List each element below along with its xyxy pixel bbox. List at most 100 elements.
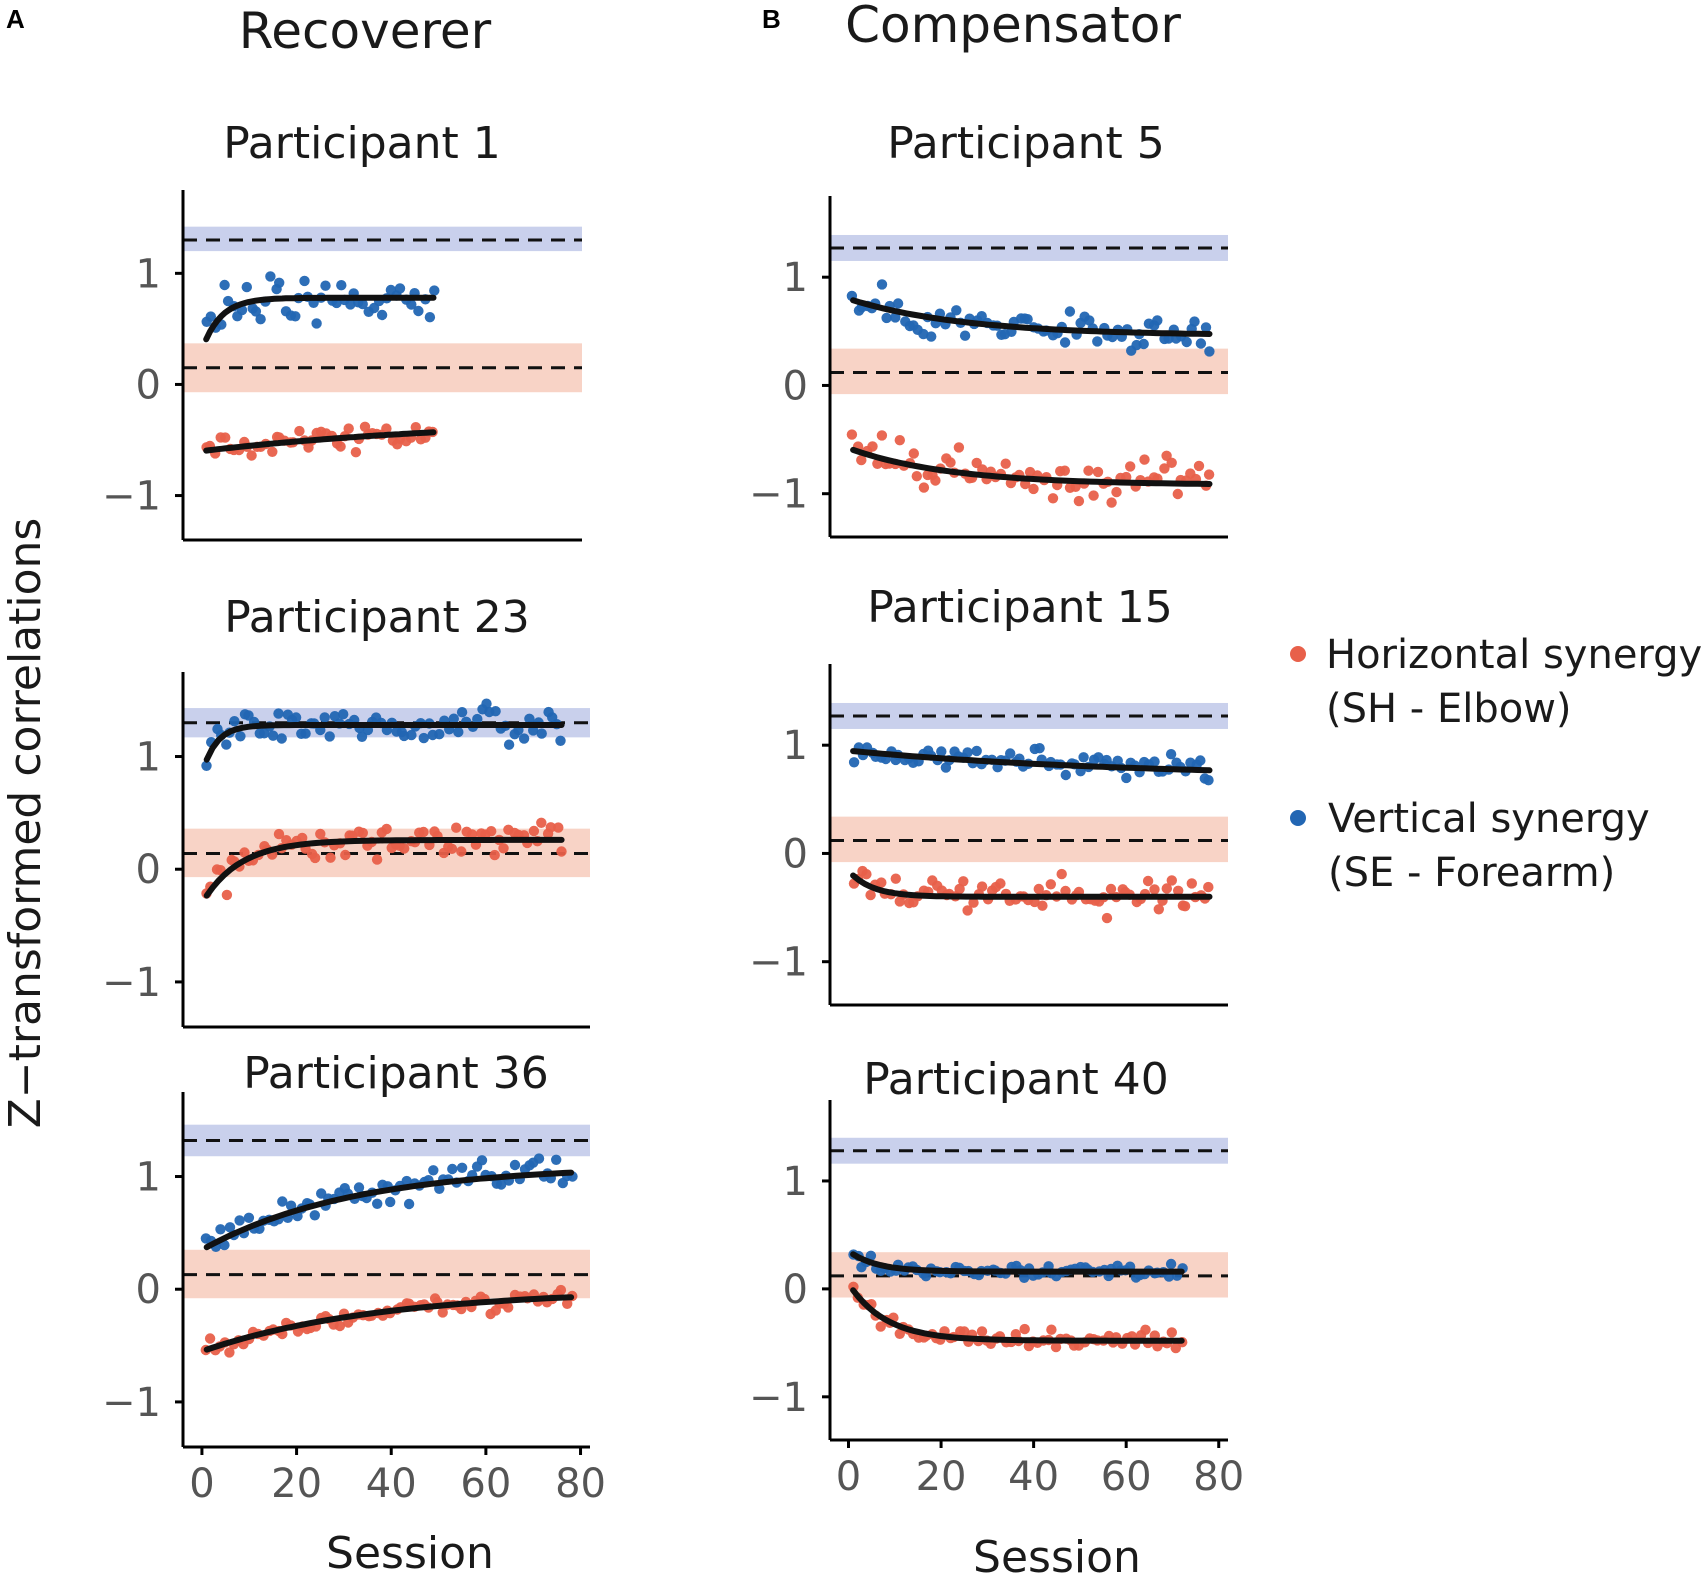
horizontal-synergy-point bbox=[1073, 495, 1085, 507]
horizontal-synergy-point bbox=[555, 1284, 567, 1296]
horizontal-synergy-point bbox=[381, 823, 392, 835]
vertical-synergy-point bbox=[201, 760, 212, 771]
vertical-synergy-point bbox=[324, 731, 335, 742]
panel-p15: Participant 15 −1 0 1 bbox=[749, 582, 1228, 1007]
vertical-synergy-point bbox=[309, 1210, 320, 1221]
horizontal-fit-curve bbox=[203, 429, 437, 454]
x-tick-label: 40 bbox=[1008, 1454, 1059, 1500]
vertical-synergy-point bbox=[300, 728, 311, 739]
panel-title-p23: Participant 23 bbox=[224, 592, 530, 643]
horizontal-synergy-point bbox=[239, 847, 250, 858]
horizontal-synergy-point bbox=[1142, 875, 1154, 887]
legend: Horizontal synergy (SH - Elbow) Vertical… bbox=[1290, 632, 1702, 896]
horizontal-synergy-point bbox=[876, 877, 887, 888]
vertical-synergy-point bbox=[403, 1198, 415, 1210]
vertical-synergy-point bbox=[311, 318, 322, 329]
vertical-synergy-point bbox=[448, 713, 459, 724]
vertical-synergy-point bbox=[406, 729, 417, 741]
horizontal-synergy-point bbox=[1159, 463, 1170, 474]
horizontal-synergy-point bbox=[1033, 883, 1045, 895]
horizontal-synergy-point bbox=[1111, 486, 1122, 498]
horizontal-synergy-point bbox=[1173, 885, 1184, 896]
vertical-synergy-point bbox=[456, 707, 468, 718]
y-tick-label: 0 bbox=[783, 363, 808, 409]
x-axis-label-compensator: Session bbox=[973, 1532, 1141, 1576]
horizontal-synergy-point bbox=[1070, 481, 1081, 492]
horizontal-synergy-point bbox=[1045, 879, 1057, 890]
x-tick-label: 60 bbox=[1101, 1454, 1152, 1500]
y-tick-label: −1 bbox=[749, 472, 808, 518]
panel-title-p15: Participant 15 bbox=[867, 582, 1173, 633]
vertical-synergy-point bbox=[1204, 346, 1215, 357]
vertical-synergy-point bbox=[1018, 1272, 1030, 1284]
vertical-synergy-point bbox=[918, 328, 929, 340]
vertical-synergy-point bbox=[229, 716, 240, 727]
y-tick-label: 1 bbox=[783, 1159, 808, 1205]
horizontal-synergy-point bbox=[297, 832, 308, 844]
vertical-synergy-point bbox=[551, 1154, 562, 1166]
horizontal-synergy-point bbox=[246, 450, 257, 461]
vertical-synergy-point bbox=[277, 1196, 288, 1207]
vertical-synergy-point bbox=[299, 275, 310, 287]
panel-p5: Participant 5 −1 0 1 bbox=[749, 118, 1228, 539]
x-tick-label: 80 bbox=[1193, 1454, 1244, 1500]
horizontal-synergy-point bbox=[1028, 483, 1039, 495]
horizontal-synergy-point bbox=[1186, 878, 1198, 889]
legend-horizontal-marker bbox=[1290, 646, 1306, 662]
legend-horizontal-sublabel: (SH - Elbow) bbox=[1326, 686, 1572, 732]
vertical-synergy-point bbox=[1149, 756, 1160, 767]
y-tick-label: −1 bbox=[102, 1380, 161, 1426]
panel-p23: Participant 23 −1 0 1 bbox=[102, 592, 590, 1029]
vertical-synergy-point bbox=[890, 312, 901, 323]
horizontal-synergy-point bbox=[399, 843, 410, 854]
vertical-synergy-point bbox=[357, 298, 368, 310]
vertical-synergy-point bbox=[418, 732, 429, 744]
horizontal-synergy-point bbox=[410, 422, 421, 433]
horizontal-synergy-point bbox=[930, 475, 941, 486]
horizontal-synergy-point bbox=[1166, 875, 1178, 886]
horizontal-synergy-point bbox=[968, 897, 979, 908]
vertical-synergy-point bbox=[428, 1165, 439, 1176]
vertical-synergy-point bbox=[456, 1162, 468, 1174]
vertical-synergy-point bbox=[920, 1271, 932, 1282]
horizontal-synergy-point bbox=[958, 876, 969, 887]
vertical-synergy-point bbox=[290, 712, 302, 723]
horizontal-fit-curve bbox=[850, 872, 1213, 900]
horizontal-synergy-point bbox=[1172, 488, 1184, 500]
y-tick-label: 0 bbox=[783, 1267, 808, 1313]
vertical-synergy-point bbox=[1005, 748, 1016, 759]
x-tick-label: 20 bbox=[916, 1454, 967, 1500]
horizontal-synergy-point bbox=[486, 826, 497, 837]
vertical-synergy-point bbox=[336, 280, 347, 291]
vertical-synergy-point bbox=[533, 1153, 545, 1164]
horizontal-synergy-point bbox=[1153, 904, 1165, 915]
y-tick-label: 1 bbox=[783, 723, 808, 769]
horizontal-synergy-point bbox=[1161, 883, 1173, 894]
vertical-synergy-point bbox=[1022, 314, 1033, 325]
horizontal-synergy-point bbox=[315, 828, 326, 840]
horizontal-fit-curve bbox=[850, 446, 1213, 487]
vertical-synergy-point bbox=[376, 309, 388, 321]
horizontal-synergy-point bbox=[562, 1298, 573, 1310]
vertical-fit-curve bbox=[850, 1251, 1185, 1275]
vertical-synergy-point bbox=[219, 279, 230, 291]
y-axis-label: Z−transformed correlations bbox=[0, 518, 51, 1129]
horizontal-synergy-point bbox=[371, 854, 383, 865]
vertical-synergy-point bbox=[490, 706, 501, 717]
vertical-synergy-point bbox=[555, 735, 566, 746]
vertical-synergy-point bbox=[1059, 337, 1071, 348]
horizontal-synergy-point bbox=[867, 441, 878, 452]
vertical-synergy-point bbox=[234, 1215, 245, 1226]
y-tick-label: 1 bbox=[136, 735, 161, 781]
vertical-synergy-point bbox=[1093, 752, 1104, 763]
vertical-synergy-point bbox=[267, 730, 279, 741]
x-tick-label: 0 bbox=[189, 1461, 214, 1507]
horizontal-synergy-point bbox=[350, 447, 362, 458]
x-tick-label: 80 bbox=[555, 1461, 606, 1507]
horizontal-synergy-point bbox=[1056, 868, 1067, 880]
horizontal-synergy-point bbox=[446, 843, 458, 854]
y-tick-label: 0 bbox=[136, 1267, 161, 1313]
vertical-synergy-point bbox=[255, 314, 266, 325]
vertical-synergy-point bbox=[848, 757, 860, 768]
